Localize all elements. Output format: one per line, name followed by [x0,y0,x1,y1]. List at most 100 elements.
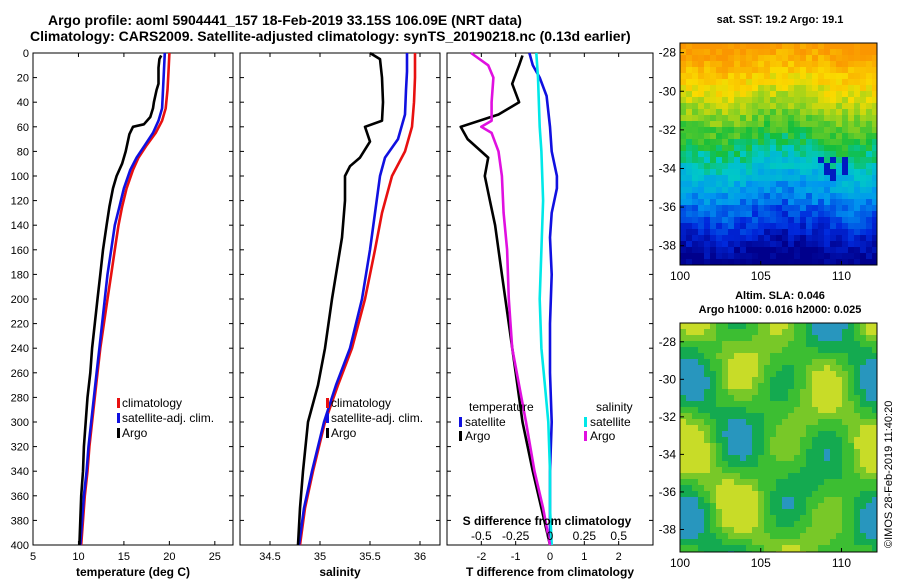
map-cell [704,115,710,121]
map-cell [722,377,728,383]
map-cell [788,479,794,485]
map-cell [752,347,758,353]
map-cell [854,437,860,443]
map-cell [866,43,872,49]
map-cell [722,413,728,419]
map-cell [854,461,860,467]
map-cell [770,145,776,151]
map-cell [854,187,860,193]
map-cell [842,115,848,121]
map-cell [764,365,770,371]
map-cell [782,389,788,395]
map-cell [722,157,728,163]
map-cell [680,79,686,85]
map-cell [740,497,746,503]
map-cell [692,247,698,253]
map-cell [716,157,722,163]
xaxis-label-salinity: salinity [319,565,361,579]
map-cell [788,97,794,103]
map-cell [794,527,800,533]
map-cell [800,85,806,91]
map-cell [794,479,800,485]
map-cell [812,85,818,91]
map-cell [848,247,854,253]
map-cell [734,389,740,395]
map-cell [764,539,770,545]
map-cell [776,187,782,193]
map-cell [686,413,692,419]
map-cell [824,539,830,545]
map-cell [770,449,776,455]
map-cell [734,521,740,527]
map-cell [854,97,860,103]
map-cell [704,85,710,91]
map-cell [692,497,698,503]
map-cell [710,485,716,491]
map-cell [800,49,806,55]
map-cell [752,401,758,407]
map-cell [854,473,860,479]
map-ytick-label: -28 [659,335,677,349]
map-cell [692,419,698,425]
map-cell [752,127,758,133]
map-cell [698,485,704,491]
map-cell [818,205,824,211]
map-cell [788,527,794,533]
map-cell [752,359,758,365]
map-cell [758,145,764,151]
map-cell [728,425,734,431]
map-cell [686,461,692,467]
map-cell [734,323,740,329]
sla-map-title-1: Altim. SLA: 0.046 [735,290,825,302]
map-cell [848,443,854,449]
map-cell [782,43,788,49]
map-cell [830,473,836,479]
map-cell [866,187,872,193]
map-cell [782,109,788,115]
map-cell [692,199,698,205]
map-cell [788,419,794,425]
map-cell [770,389,776,395]
map-cell [782,49,788,55]
map-cell [794,223,800,229]
map-cell [746,449,752,455]
map-cell [728,199,734,205]
map-cell [698,217,704,223]
series-line-difference-0 [528,52,559,545]
map-cell [740,425,746,431]
map-cell [698,479,704,485]
map-cell [800,151,806,157]
map-cell [704,347,710,353]
map-cell [740,365,746,371]
map-cell [686,43,692,49]
map-cell [866,205,872,211]
map-cell [848,533,854,539]
map-cell [860,365,866,371]
map-cell [746,389,752,395]
map-cell [806,67,812,73]
map-cell [854,85,860,91]
map-cell [692,97,698,103]
map-cell [860,139,866,145]
map-cell [710,187,716,193]
map-cell [836,253,842,259]
map-cell [860,259,866,265]
map-cell [752,467,758,473]
map-cell [698,61,704,67]
map-cell [824,241,830,247]
map-cell [782,485,788,491]
map-cell [734,79,740,85]
map-cell [806,341,812,347]
map-cell [854,73,860,79]
map-cell [740,431,746,437]
map-cell [788,109,794,115]
map-cell [794,199,800,205]
map-cell [866,383,872,389]
map-cell [836,527,842,533]
map-cell [770,347,776,353]
map-cell [812,205,818,211]
map-cell [728,139,734,145]
map-cell [746,485,752,491]
map-cell [848,473,854,479]
map-cell [860,193,866,199]
